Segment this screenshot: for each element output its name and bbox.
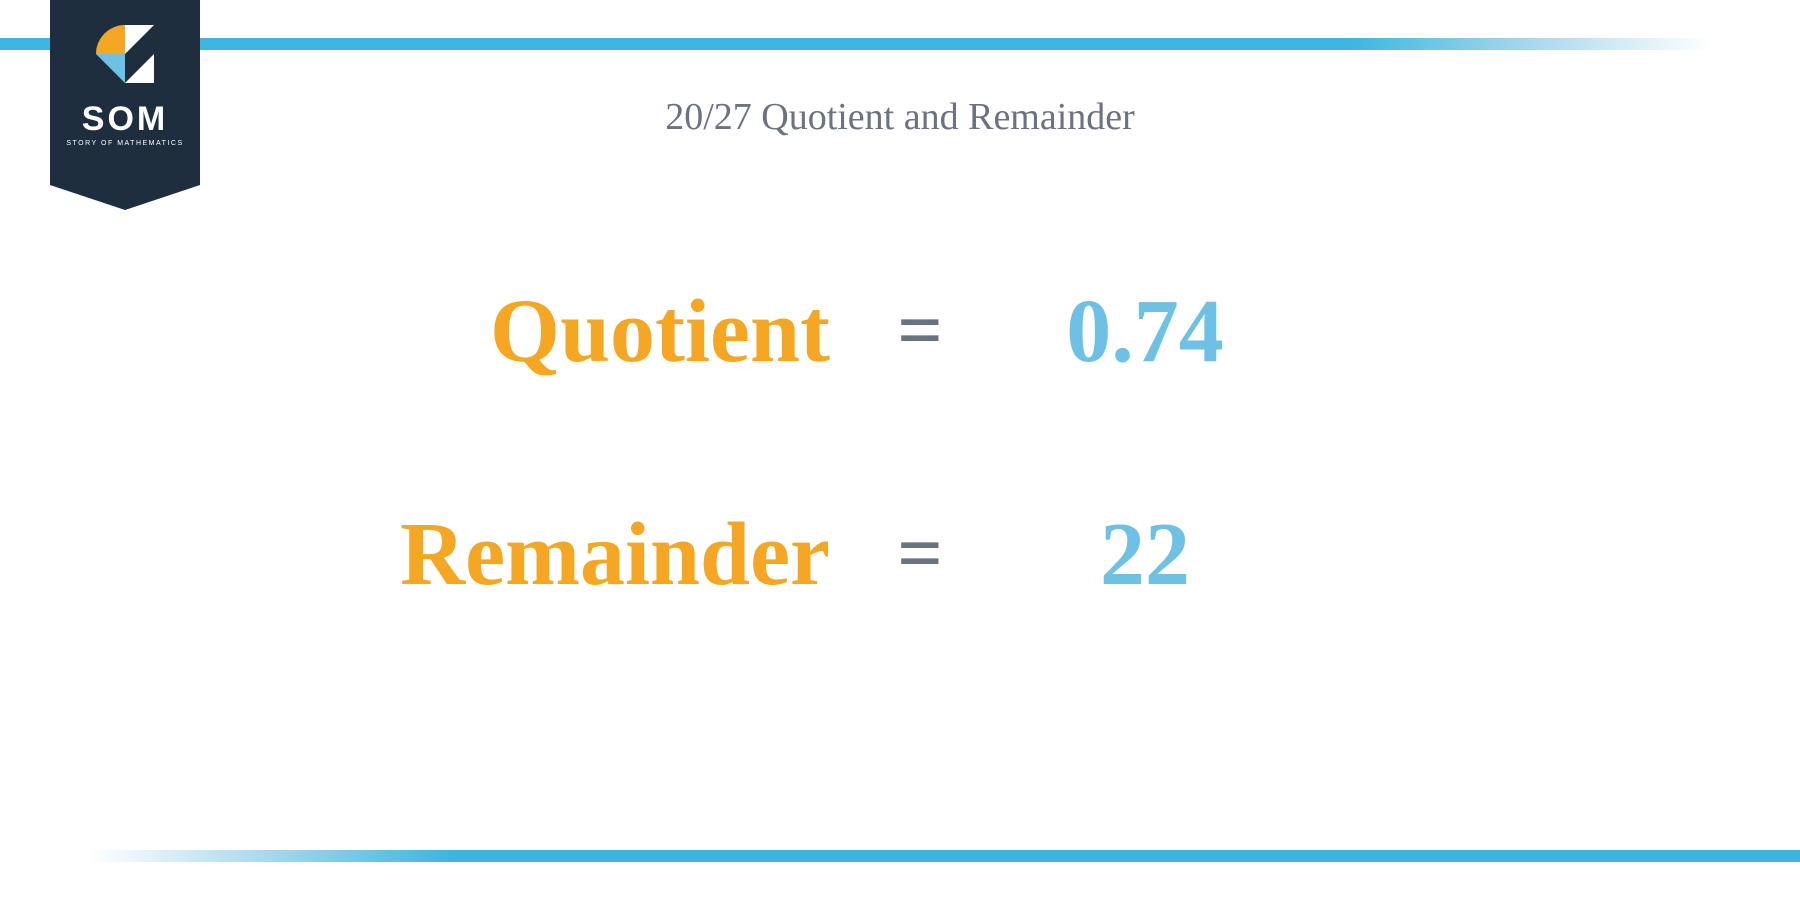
quotient-equals: = xyxy=(870,286,970,377)
remainder-equals: = xyxy=(870,509,970,600)
logo-text: SOM xyxy=(50,100,200,139)
remainder-label: Remainder xyxy=(350,503,870,606)
content-area: Quotient = 0.74 Remainder = 22 xyxy=(350,280,1450,726)
quotient-value: 0.74 xyxy=(970,280,1320,383)
quotient-row: Quotient = 0.74 xyxy=(350,280,1450,383)
logo-subtext: STORY OF MATHEMATICS xyxy=(50,140,200,147)
bottom-accent-bar xyxy=(0,850,1800,862)
remainder-value: 22 xyxy=(970,503,1320,606)
top-accent-bar xyxy=(0,38,1800,50)
page-title: 20/27 Quotient and Remainder xyxy=(0,95,1800,139)
som-logo-icon xyxy=(96,25,154,83)
quotient-label: Quotient xyxy=(350,280,870,383)
remainder-row: Remainder = 22 xyxy=(350,503,1450,606)
logo-badge: SOM STORY OF MATHEMATICS xyxy=(50,0,200,185)
